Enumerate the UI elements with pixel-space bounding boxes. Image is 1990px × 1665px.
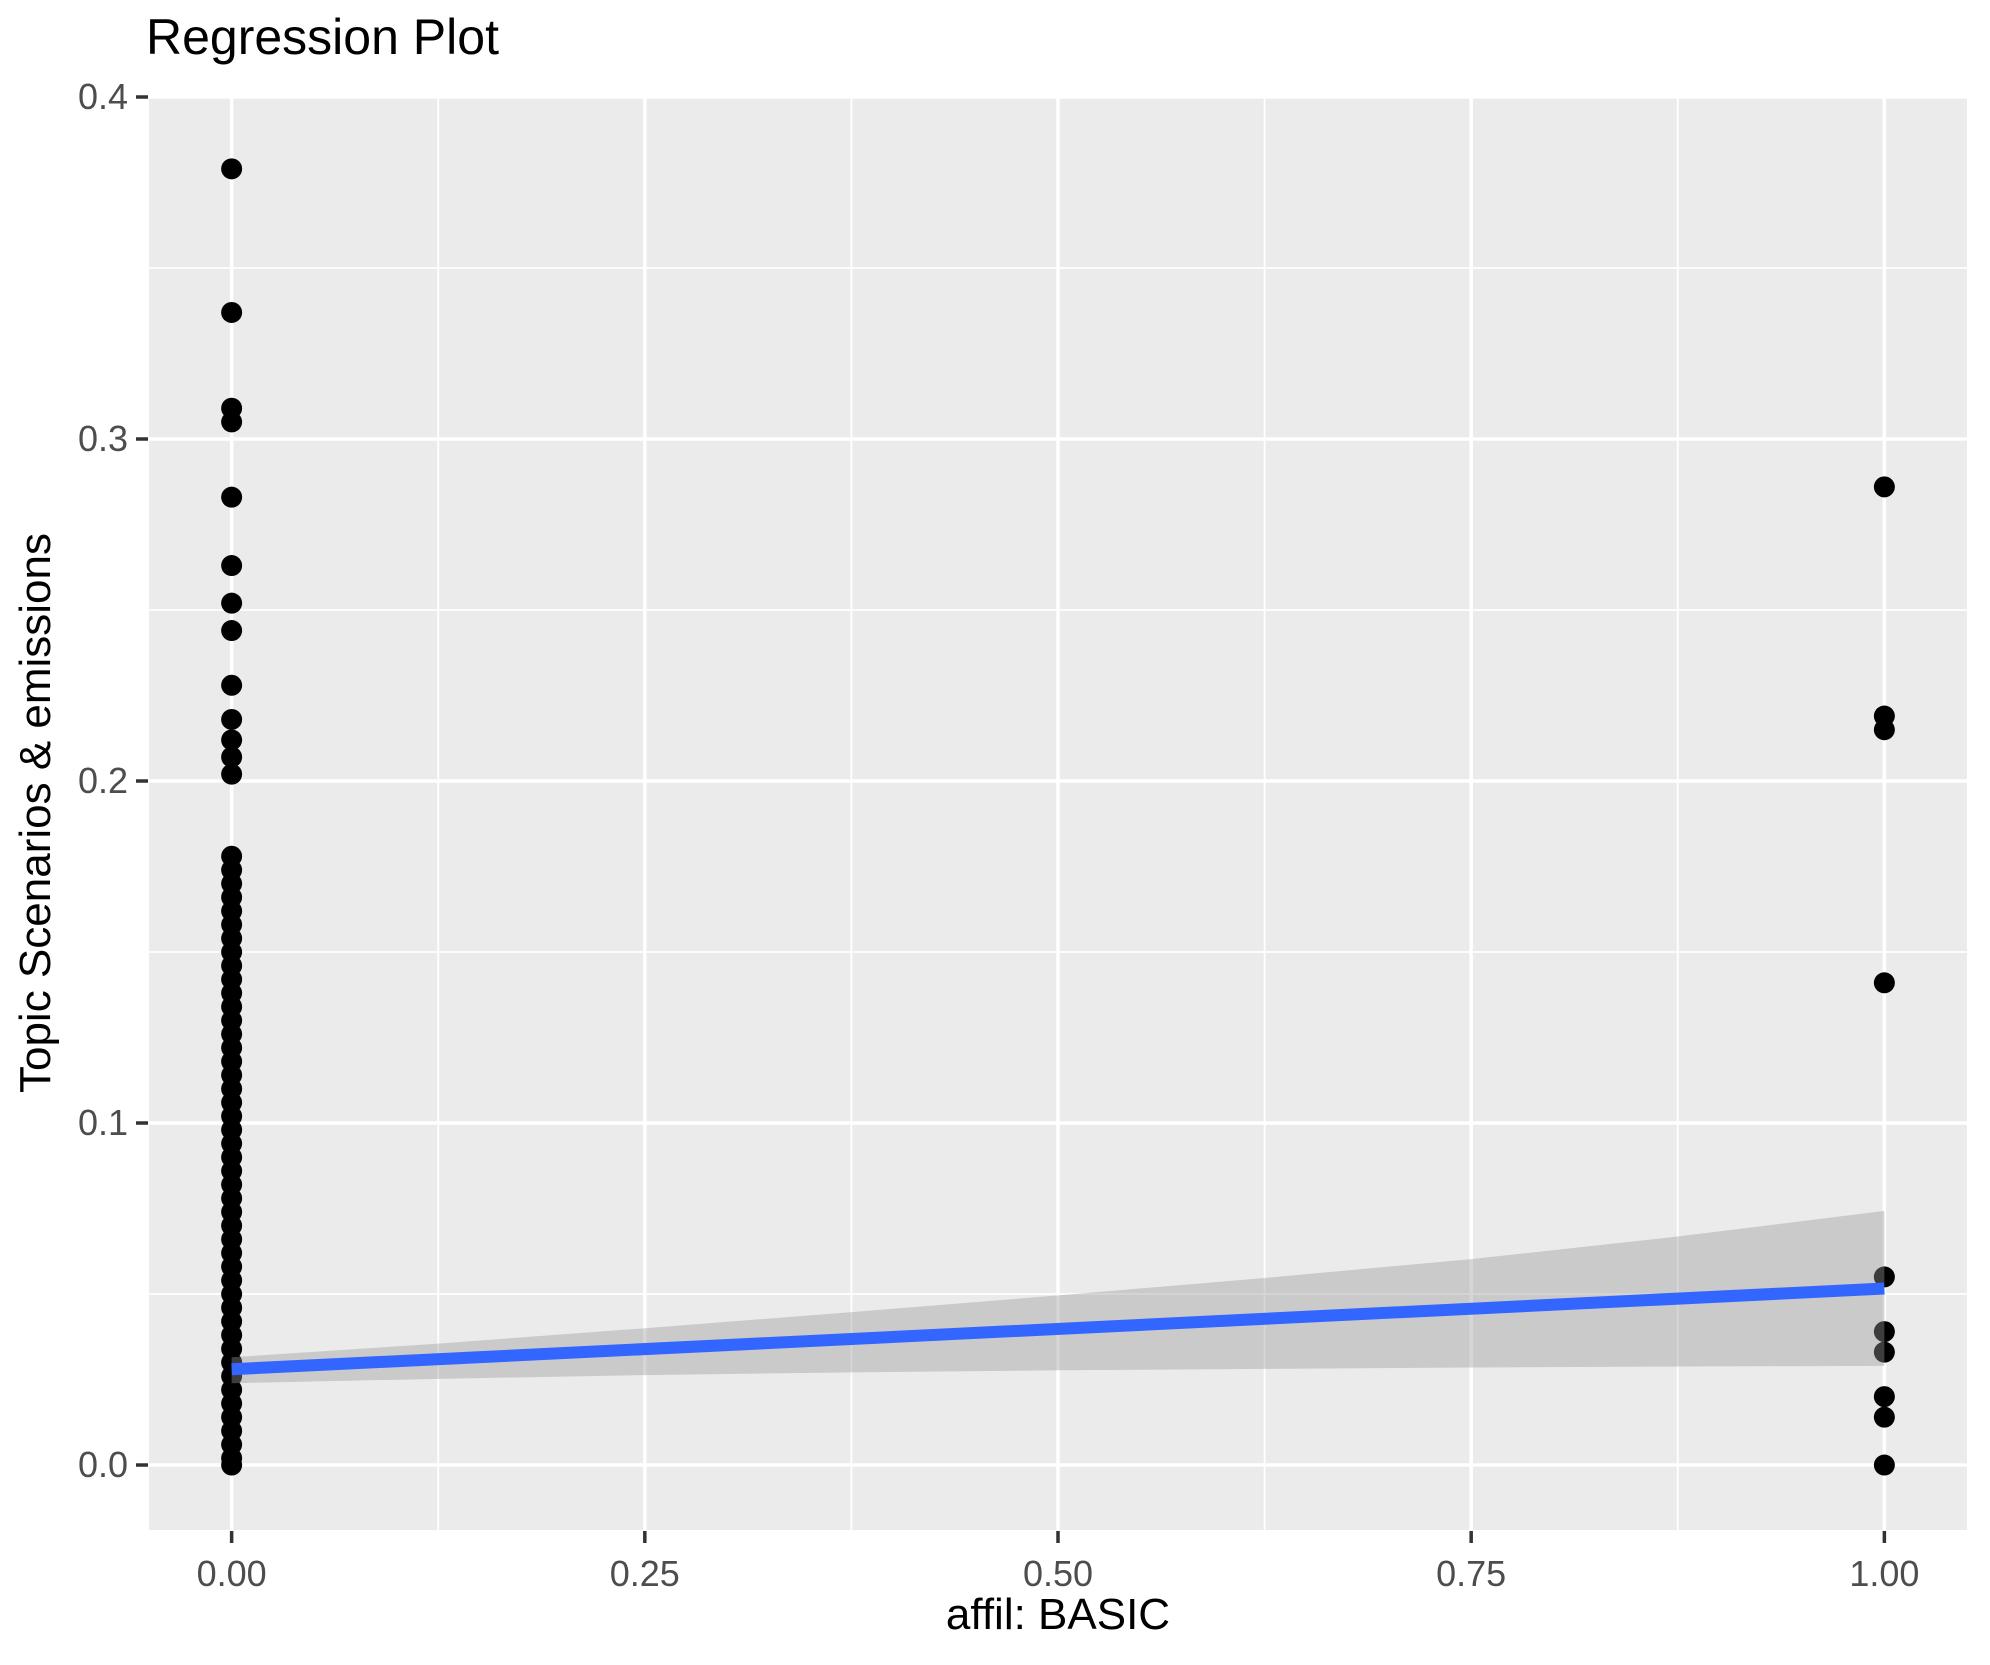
data-point	[1873, 719, 1895, 741]
x-axis-title: affil: BASIC	[945, 1590, 1171, 1639]
data-point	[221, 301, 243, 323]
data-point	[221, 729, 243, 751]
data-point	[1873, 1386, 1895, 1408]
y-tick-label: 0.3	[78, 418, 128, 459]
data-point	[1873, 972, 1895, 994]
y-axis-title: Topic Scenarios & emissions	[11, 532, 60, 1094]
data-point	[221, 411, 243, 433]
data-point	[221, 486, 243, 508]
data-point	[1873, 1406, 1895, 1428]
y-tick-label: 0.0	[78, 1444, 128, 1485]
data-point	[221, 763, 243, 785]
y-tick-label: 0.4	[78, 76, 128, 117]
x-tick-label: 0.50	[1023, 1553, 1093, 1594]
x-tick-label: 0.25	[610, 1553, 680, 1594]
data-point	[221, 1454, 243, 1476]
data-point	[221, 592, 243, 614]
data-point	[1873, 1341, 1895, 1363]
x-tick-label: 0.00	[197, 1553, 267, 1594]
data-point	[221, 620, 243, 642]
x-tick-label: 0.75	[1436, 1553, 1506, 1594]
chart-title: Regression Plot	[146, 9, 499, 65]
regression-line	[231, 1282, 1885, 1376]
data-point	[221, 746, 243, 768]
data-point	[1873, 476, 1895, 498]
data-point	[1873, 1321, 1895, 1343]
data-point	[1873, 1266, 1895, 1288]
y-tick-label: 0.1	[78, 1102, 128, 1143]
data-point	[1873, 1454, 1895, 1476]
data-point	[221, 674, 243, 696]
data-point	[221, 708, 243, 730]
confidence-band	[231, 1210, 1885, 1384]
y-tick-label: 0.2	[78, 760, 128, 801]
data-point	[221, 158, 243, 180]
data-point	[221, 555, 243, 577]
x-tick-label: 1.00	[1849, 1553, 1919, 1594]
